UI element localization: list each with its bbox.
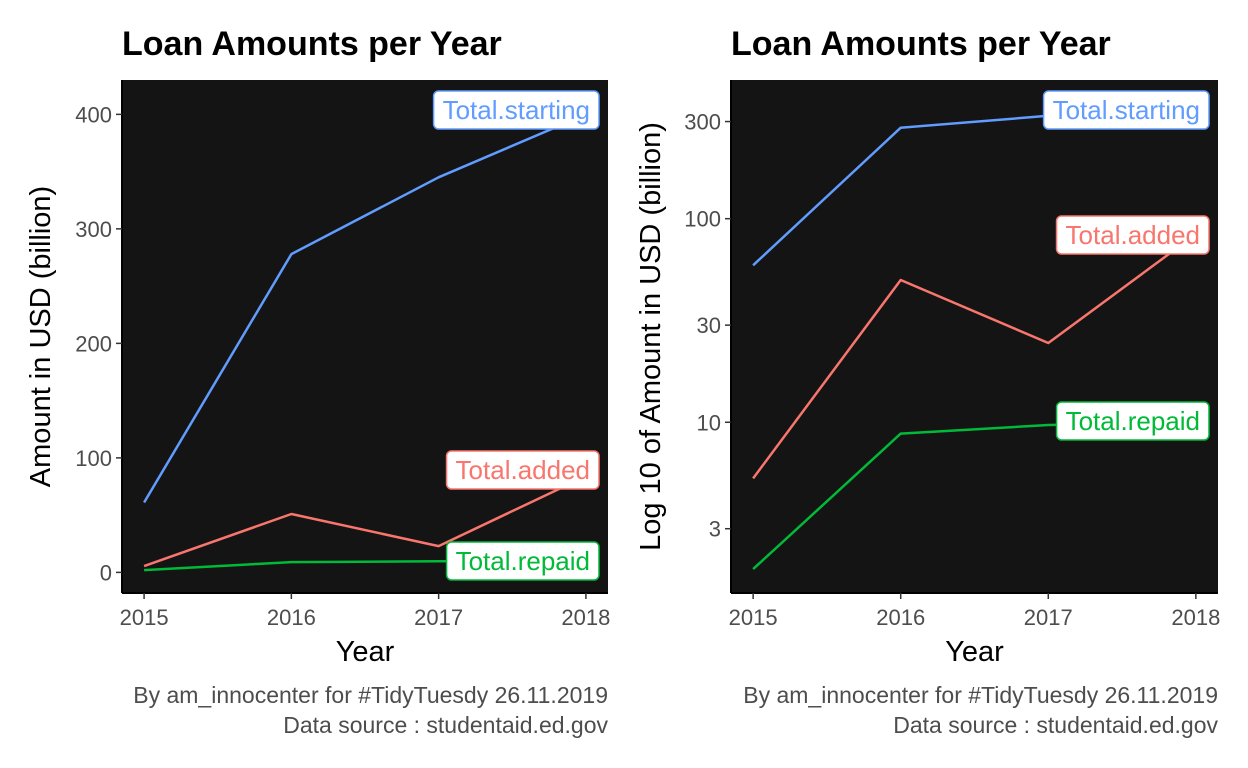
x-tick-label: 2018 (1171, 605, 1220, 630)
series-label-added: Total.added (445, 450, 600, 490)
y-tick-label: 10 (697, 410, 721, 435)
y-tick-label: 100 (684, 207, 721, 232)
y-tick-label: 0 (100, 560, 112, 585)
x-tick-label: 2016 (876, 605, 925, 630)
y-axis-title: Amount in USD (billion) (25, 186, 57, 487)
plot-panel (731, 80, 1218, 593)
x-tick-label: 2015 (120, 605, 169, 630)
caption-line-1: By am_innocenter for #TidyTuesdy 26.11.2… (743, 682, 1218, 708)
caption-line-2: Data source : studentaid.ed.gov (283, 712, 608, 738)
y-axis-title: Log 10 of Amount in USD (billion) (635, 122, 667, 551)
series-label-starting: Total.starting (432, 90, 600, 130)
x-tick-label: 2018 (561, 605, 610, 630)
series-label-repaid: Total.repaid (445, 541, 600, 581)
x-tick-label: 2016 (267, 605, 316, 630)
y-tick-label: 400 (75, 102, 112, 127)
caption-line-2: Data source : studentaid.ed.gov (893, 712, 1218, 738)
x-tick-label: 2017 (1024, 605, 1073, 630)
svg-text:Total.added: Total.added (1066, 220, 1200, 250)
series-label-added: Total.added (1055, 215, 1210, 255)
y-tick-label: 300 (684, 110, 721, 135)
chart-title: Loan Amounts per Year (122, 25, 502, 63)
x-axis-title: Year (336, 636, 395, 668)
y-tick-label: 3 (709, 517, 721, 542)
svg-text:Total.starting: Total.starting (443, 95, 590, 125)
svg-text:Total.added: Total.added (456, 455, 590, 485)
x-tick-label: 2017 (414, 605, 463, 630)
series-label-repaid: Total.repaid (1055, 401, 1210, 441)
x-tick-label: 2015 (729, 605, 778, 630)
y-tick-label: 300 (75, 217, 112, 242)
caption-line-1: By am_innocenter for #TidyTuesdy 26.11.2… (133, 682, 608, 708)
chart-panel-1: Loan Amounts per Year 0 100 200 300 400 2015 20… (25, 25, 610, 738)
y-tick-label: 30 (697, 313, 721, 338)
x-axis-title: Year (945, 636, 1004, 668)
series-line-added (752, 233, 1197, 480)
svg-text:Total.repaid: Total.repaid (1066, 406, 1200, 436)
chart-panel-2: Loan Amounts per Year 3 10 30 100 300 2015 2016… (635, 25, 1220, 738)
series-label-starting: Total.starting (1042, 90, 1210, 130)
y-tick-label: 200 (75, 331, 112, 356)
svg-text:Total.repaid: Total.repaid (456, 546, 590, 576)
svg-text:Total.starting: Total.starting (1053, 95, 1200, 125)
plot-panel (122, 80, 608, 593)
chart-title: Loan Amounts per Year (731, 25, 1111, 63)
series-line-added (143, 475, 587, 568)
series-line-starting (143, 113, 587, 504)
y-tick-label: 100 (75, 446, 112, 471)
